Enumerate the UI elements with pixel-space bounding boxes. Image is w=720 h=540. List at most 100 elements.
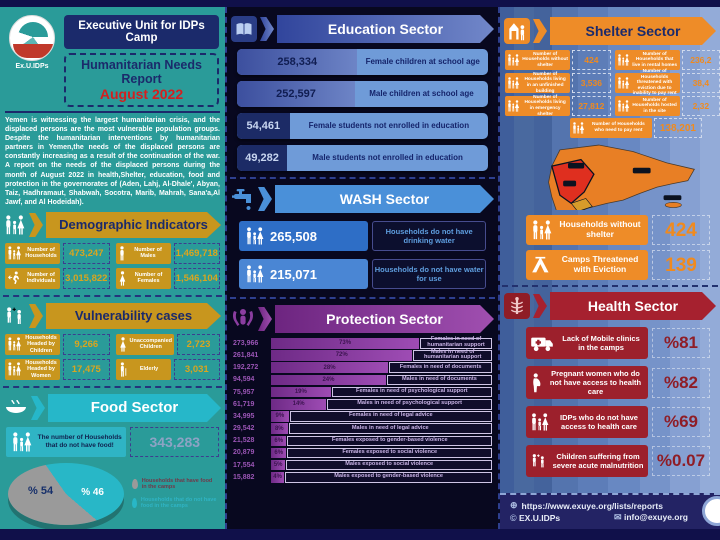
middle-column: Education Sector 258,334 Female children… xyxy=(225,7,500,529)
family-icon xyxy=(572,122,585,134)
stat-label: Number of Households living in an unfini… xyxy=(524,71,566,94)
wash-row: 265,508 Households do not have drinking … xyxy=(239,221,486,251)
stat-label: Number of Individuals xyxy=(26,272,56,285)
stat-value: 1,546,104 xyxy=(173,267,220,289)
bar-label: Males in need of psychological support xyxy=(327,398,492,410)
education-bar-row: 49,282 Male students not enrolled in edu… xyxy=(237,145,488,171)
stat-value: 17,475 xyxy=(63,358,110,380)
protection-chart: 273,966 73% Females in need of humanitaria… xyxy=(233,337,492,483)
protection-banner: Protection Sector xyxy=(231,305,494,333)
stat-value: 424 xyxy=(572,50,611,70)
bar-value: 261,841 xyxy=(233,351,259,359)
stat-value: 3,031 xyxy=(173,358,220,380)
footer-url[interactable]: https://www.exuye.org/lists/reports xyxy=(521,500,663,511)
bar-label: Males in need of legal advice xyxy=(288,423,492,434)
chevron-icon xyxy=(29,212,43,237)
health-banner: Health Sector xyxy=(504,292,716,320)
food-pie-chart: % 54 % 46 xyxy=(8,462,124,525)
logo-text: Ex.U.IDPs xyxy=(15,63,49,70)
legend-label: Households that do not have food in the … xyxy=(140,497,217,510)
footer: ⊕ https://www.exuye.org/lists/reports © … xyxy=(500,493,720,529)
bar-percent: 24% xyxy=(271,374,386,386)
education-bar-row: 54,461 Female students not enrolled in e… xyxy=(237,113,488,139)
stat-value: 236,2 xyxy=(681,50,720,70)
shelter-title: Shelter Sector xyxy=(550,17,716,45)
stat-label: Households Headed by Women xyxy=(25,359,57,379)
stat-unaccompanied: Unaccompanied Children 2,723 xyxy=(115,333,220,355)
food-bowl-icon xyxy=(4,398,28,418)
demographics-grid: Number of Households 473,247 Number of M… xyxy=(0,242,225,289)
education-bar-row: 252,597 Male children at school age xyxy=(237,81,488,107)
health-row: Lack of Mobile clinics in the camps %81 xyxy=(526,327,710,359)
food-stat-value: 343,283 xyxy=(130,426,219,457)
stat-individuals: Number of Individuals 3,015,822 xyxy=(5,267,110,289)
footer-org[interactable]: EX.U.IDPs xyxy=(519,512,561,523)
chevron-icon xyxy=(533,19,547,43)
vulnerability-grid: Households Headed by Children 9,266 Unac… xyxy=(0,333,225,380)
report-title: Humanitarian Needs Report xyxy=(81,58,202,86)
bar-value: 21,528 xyxy=(233,437,255,445)
report-month: August 2022 xyxy=(99,86,184,102)
family-icon xyxy=(531,220,553,240)
stat-value: 3,015,822 xyxy=(63,267,110,289)
elderly-cane-icon xyxy=(118,362,128,377)
stat-value: 2,723 xyxy=(176,333,220,355)
children-icon xyxy=(530,453,548,469)
bar-value: 34,995 xyxy=(233,412,255,420)
family-icon xyxy=(617,100,630,112)
protection-row: 17,554 5% Males exposed to social violence xyxy=(233,459,492,471)
dashed-separator xyxy=(3,294,222,297)
stat-value: %69 xyxy=(652,407,710,437)
bar-label: Females in need of psychological support xyxy=(331,386,492,398)
bar-percent: 6% xyxy=(271,447,287,459)
protection-row: 15,882 4% Males exposed to gender-based vi… xyxy=(233,472,492,483)
shelter-bigstat-1: Households without shelter 424 xyxy=(526,215,710,245)
shelter-box-center: Number of Households who need to pay ren… xyxy=(570,118,702,138)
family-icon xyxy=(507,100,520,112)
bar-value: 49,282 xyxy=(237,145,288,171)
org-logo: Ex.U.IDPs xyxy=(4,15,60,70)
stat-value: 139 xyxy=(652,250,710,280)
wash-label: Households do not have water for use xyxy=(372,259,486,289)
copyright-icon: © xyxy=(510,512,517,523)
stat-label: Number of Households hosted in the site xyxy=(632,97,677,114)
food-pie-block: % 54 % 46 Households that have food in t… xyxy=(8,462,217,525)
shelter-banner: Shelter Sector xyxy=(504,17,716,45)
shelter-box: Number of Households hosted in the site … xyxy=(614,96,720,116)
bar-value: 94,594 xyxy=(233,376,255,384)
family-icon xyxy=(507,54,520,66)
unit-title: Executive Unit for IDPs Camp xyxy=(64,15,219,49)
right-column: Shelter Sector Number of Households with… xyxy=(500,7,720,529)
stat-females: Number of Females 1,546,104 xyxy=(115,267,220,289)
bar-value: 252,597 xyxy=(237,81,355,107)
male-icon xyxy=(118,246,126,261)
pregnant-woman-icon xyxy=(530,373,543,393)
food-stat-label: The number of Households that do not hav… xyxy=(37,434,122,449)
protection-row: 261,841 72% Males in need of humanitarian … xyxy=(233,349,492,361)
bar-percent: 4% xyxy=(271,472,285,483)
bar-label: Males exposed to gender-based violence xyxy=(285,472,492,483)
stat-value: 3,536 xyxy=(572,73,611,93)
education-bar-row: 258,334 Female children at school age xyxy=(237,49,488,75)
stat-males: Number of Males 1,469,718 xyxy=(115,242,220,264)
stat-value: 138,201 xyxy=(653,118,702,138)
education-title: Education Sector xyxy=(277,15,494,43)
wash-label: Households do not have drinking water xyxy=(372,221,486,251)
chevron-icon xyxy=(258,187,272,211)
faucet-icon xyxy=(231,187,255,211)
protection-title: Protection Sector xyxy=(275,305,494,333)
stat-label: Number of Households xyxy=(25,247,57,260)
vulnerability-banner: Vulnerability cases xyxy=(4,303,221,329)
bar-percent: 72% xyxy=(271,350,413,361)
idps-people-icon xyxy=(530,413,550,431)
globe-icon: ⊕ xyxy=(510,500,518,510)
bar-label: Males in need of documents xyxy=(386,374,492,386)
bar-value: 192,272 xyxy=(233,364,259,372)
shelter-map xyxy=(534,140,700,210)
bar-percent: 14% xyxy=(271,398,327,410)
bar-label: Males exposed to social violence xyxy=(286,459,492,471)
stat-label: Elderly xyxy=(139,366,159,373)
chevron-icon xyxy=(258,307,272,331)
bar-percent: 8% xyxy=(271,423,288,434)
footer-email[interactable]: info@exuye.org xyxy=(623,512,688,522)
